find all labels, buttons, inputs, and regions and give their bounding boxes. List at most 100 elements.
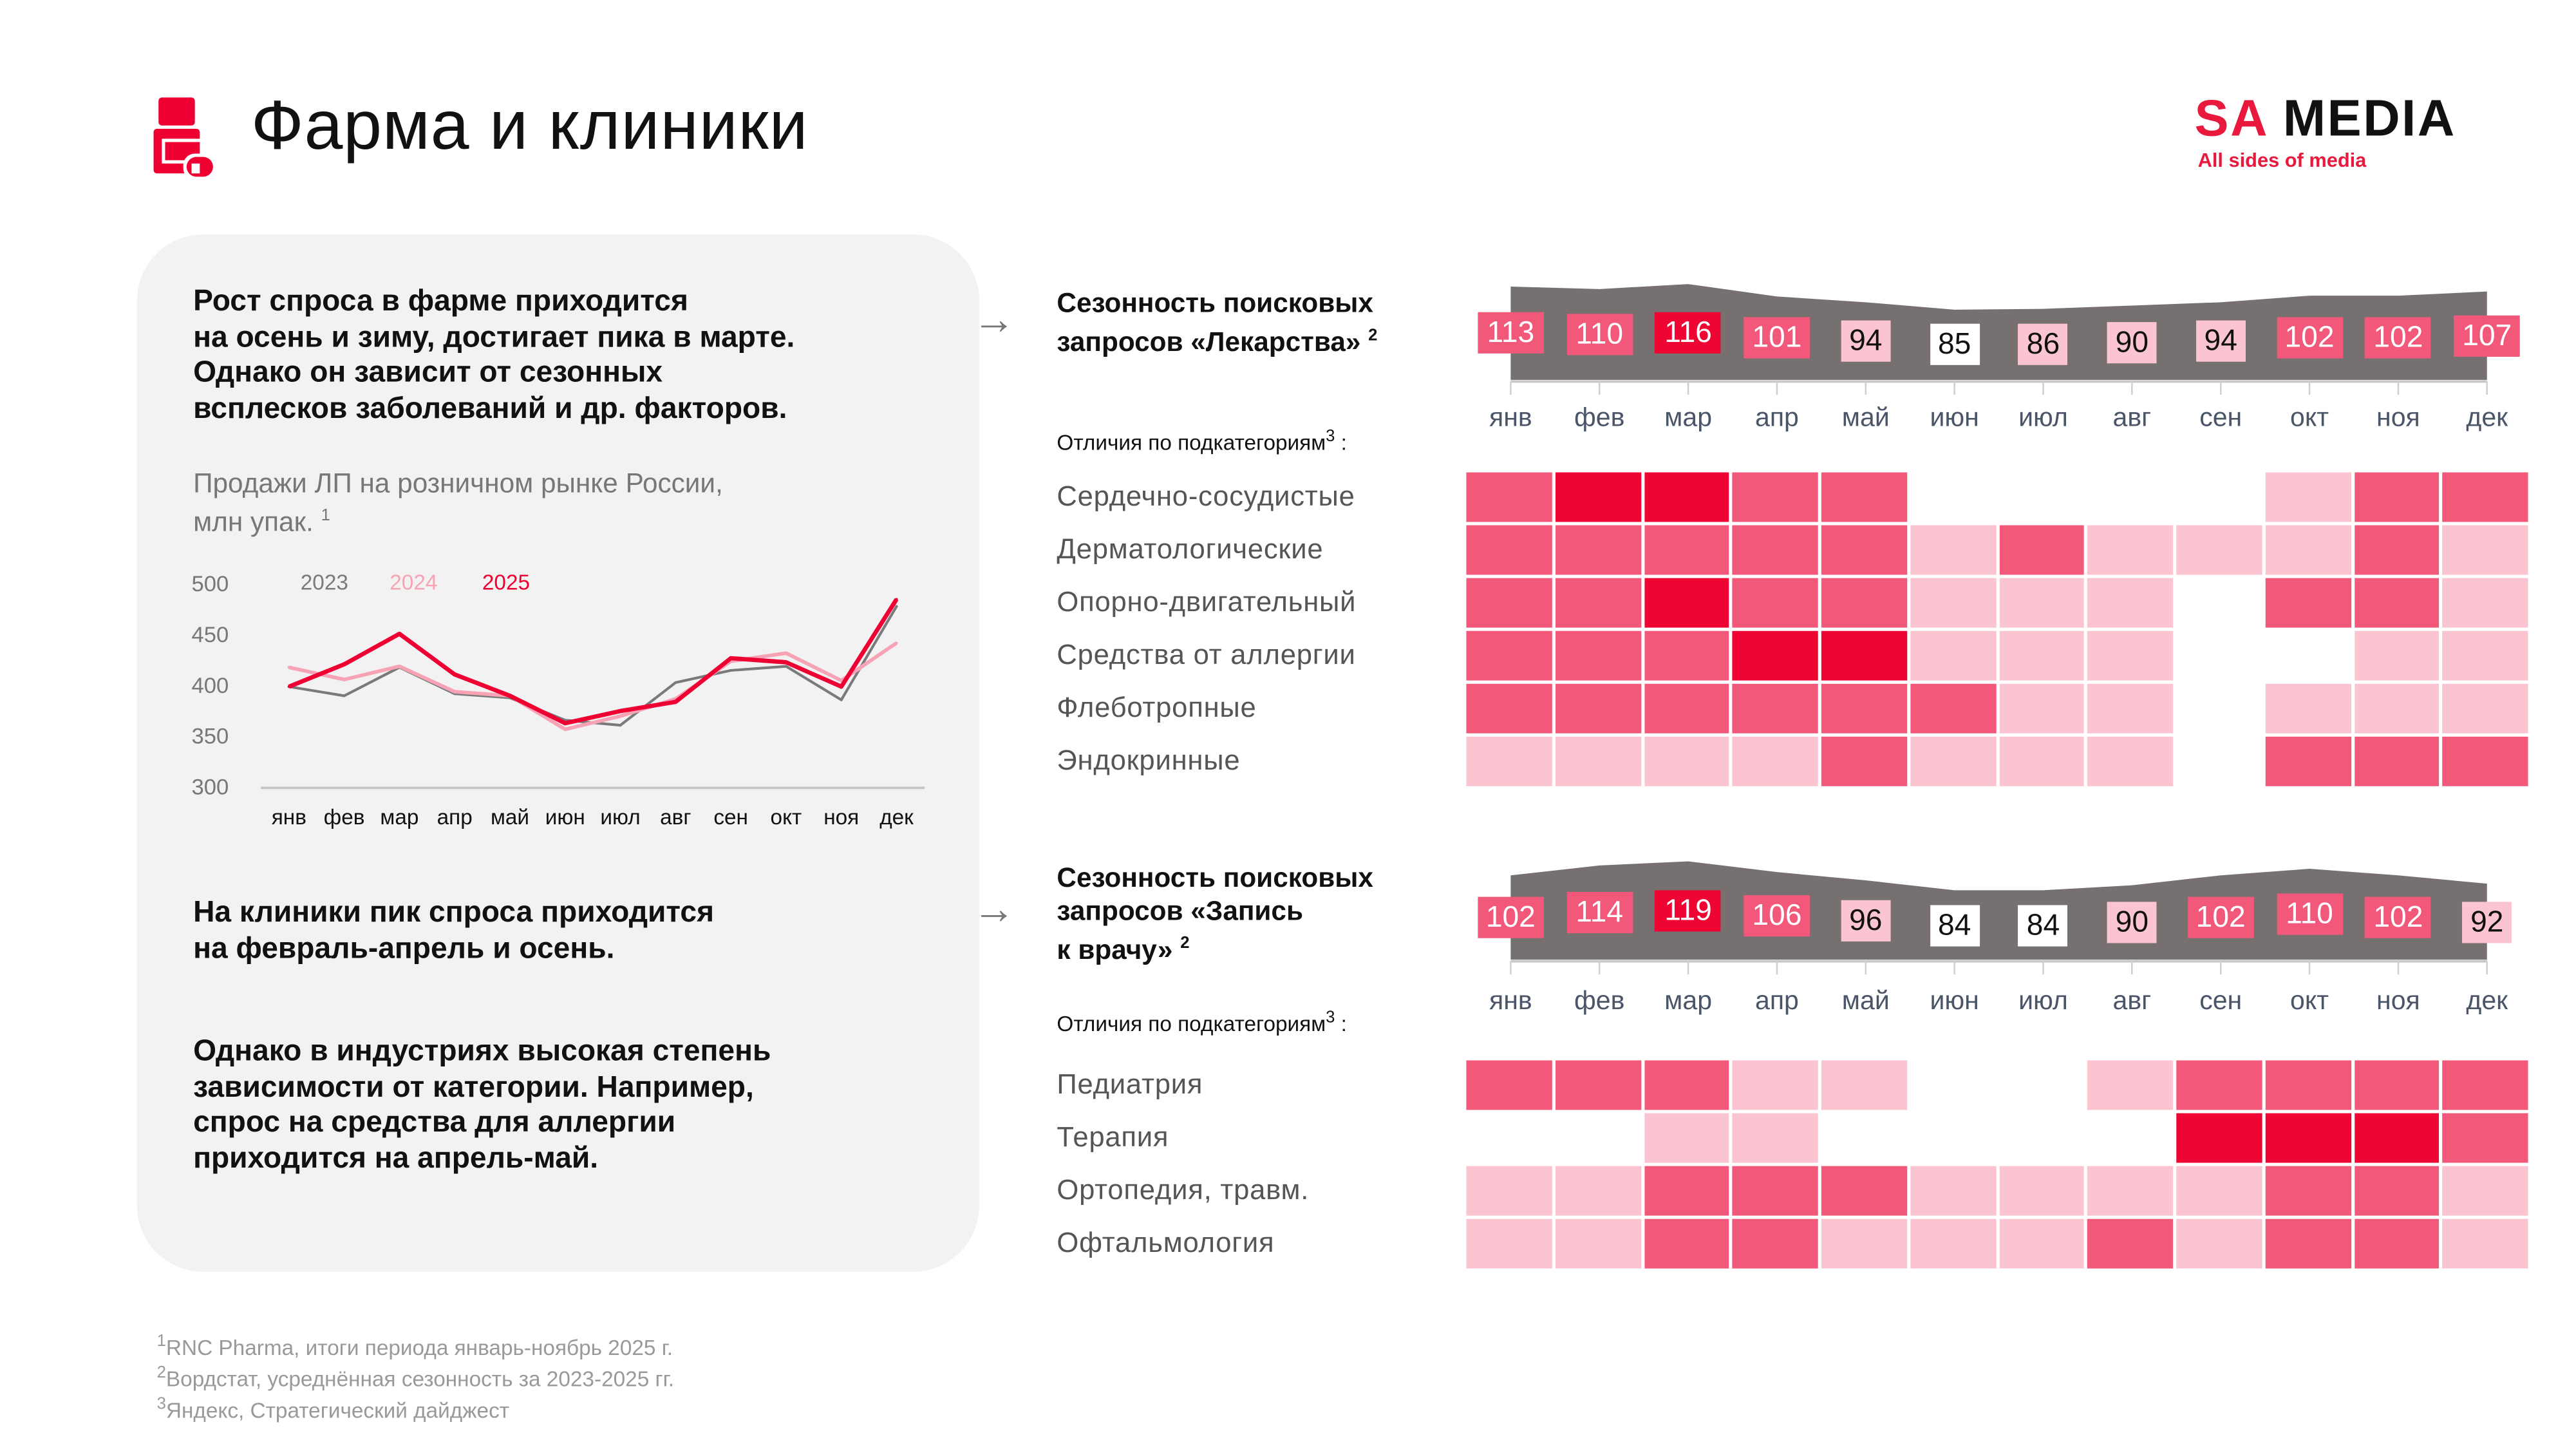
heatmap-cell xyxy=(1555,630,1641,681)
paragraph-line: на осень и зиму, достигает пика в марте. xyxy=(193,319,795,353)
month-label: апр xyxy=(1754,987,1799,1016)
legend-entry: 2024 xyxy=(390,571,437,595)
x-tick-label: ноя xyxy=(823,806,859,829)
heatmap-cell xyxy=(2176,525,2262,575)
seasonality-value: 84 xyxy=(1930,904,1980,946)
paragraph-line: на февраль-апрель и осень. xyxy=(193,931,615,964)
data-point-2025 xyxy=(619,710,622,713)
month-label: окт xyxy=(2290,987,2329,1016)
heatmap-cell xyxy=(1910,1218,1996,1269)
heatmap-cell xyxy=(1998,1113,2085,1163)
heatmap-cell xyxy=(1733,525,1818,575)
series-line-2024 xyxy=(288,641,898,732)
heatmap-cell xyxy=(2265,736,2351,786)
footnote-text: RNC Pharma, итоги периода январь-ноябрь … xyxy=(165,1335,673,1360)
x-tick-label: янв xyxy=(272,806,306,829)
data-point-2025 xyxy=(398,632,401,636)
title-text: запросов «Лекарства» xyxy=(1057,328,1361,358)
paragraph-line: спрос на средства для аллергии xyxy=(193,1104,676,1139)
data-point-2023 xyxy=(343,694,346,697)
page-title: Фарма и клиники xyxy=(250,86,809,164)
heatmap-cell xyxy=(1821,1060,1907,1110)
heatmap-cell xyxy=(1998,736,2085,786)
footnote: 3Яндекс, Стратегический дайджест xyxy=(157,1396,509,1423)
title-text: к врачу» xyxy=(1057,935,1173,966)
month-label: дек xyxy=(2466,404,2508,433)
month-label: сен xyxy=(2199,987,2242,1016)
heatmap-cell xyxy=(2087,1113,2174,1163)
heatmap-cell xyxy=(2087,472,2174,522)
heatmap-cell xyxy=(1555,1218,1641,1269)
footnote: 2Вордстат, усреднённая сезонность за 202… xyxy=(157,1364,674,1391)
heatmap-cell xyxy=(2265,1166,2351,1216)
heatmap-cell xyxy=(1733,1166,1818,1216)
x-tick-label: май xyxy=(491,806,529,829)
data-point-2025 xyxy=(729,657,733,660)
seasonality-value: 94 xyxy=(1841,320,1891,362)
heatmap-cell xyxy=(2176,736,2262,786)
heatmap-cell xyxy=(2353,1113,2440,1163)
heatmap-cell xyxy=(2265,472,2351,522)
logo-tagline: All sides of media xyxy=(2197,148,2367,172)
summary-panel xyxy=(136,234,979,1272)
paragraph-line: На клиники пик спроса приходится xyxy=(193,895,715,929)
heatmap-cell xyxy=(1466,525,1552,575)
heatmap-cell xyxy=(1998,1166,2085,1216)
footnote-text: Вордстат, усреднённая сезонность за 2023… xyxy=(165,1366,675,1392)
data-point-2025 xyxy=(563,721,567,725)
series-line-2025 xyxy=(288,598,899,726)
data-point-2025 xyxy=(287,685,290,688)
title-line: Сезонность поисковых xyxy=(1057,287,1377,320)
heatmap-cell xyxy=(1910,1166,1996,1216)
heatmap-cell xyxy=(2442,630,2528,681)
seasonality-title: Сезонность поисковых запросов «Запись к вр… xyxy=(1057,862,1373,967)
y-tick-label: 400 xyxy=(192,674,229,698)
heatmap-row-label: Эндокринные xyxy=(1057,744,1241,777)
heatmap-cell xyxy=(2442,1113,2528,1163)
summary-paragraph-3: Однако в индустриях высокая степень завис… xyxy=(193,1034,771,1177)
data-point-2024 xyxy=(840,679,843,682)
heatmap-cell xyxy=(1821,472,1907,522)
paragraph-line: зависимости от категории. Например, xyxy=(193,1069,754,1103)
heatmap-cell xyxy=(2353,736,2440,786)
y-tick-label: 350 xyxy=(192,724,229,749)
heatmap-cell xyxy=(1821,578,1907,628)
seasonality-value: 110 xyxy=(2276,893,2343,935)
title-text: запросов «Запись xyxy=(1057,896,1303,927)
heatmap-cell xyxy=(2087,683,2174,734)
heatmap-cell xyxy=(1644,683,1729,734)
seasonality-value: 90 xyxy=(2107,322,2157,364)
y-tick-label: 500 xyxy=(192,572,229,596)
heatmap-row-label: Опорно-двигательный xyxy=(1057,586,1357,618)
subcategory-label-text: Отличия по подкатегориям xyxy=(1057,1011,1326,1036)
x-tick-label: мар xyxy=(380,806,418,829)
data-point-2025 xyxy=(453,673,456,676)
heatmap-cell xyxy=(1998,1218,2085,1269)
data-point-2024 xyxy=(343,678,346,681)
month-label: окт xyxy=(2290,404,2329,433)
heatmap-cell xyxy=(2442,525,2528,575)
paragraph-line: приходится на апрель-май. xyxy=(193,1140,599,1174)
heatmap-cell xyxy=(1644,736,1729,786)
heatmap-cell xyxy=(1998,683,2085,734)
month-label: июн xyxy=(1930,987,1979,1016)
heatmap-cell xyxy=(1733,1060,1818,1110)
seasonality-value: 102 xyxy=(2187,896,2254,938)
heatmap-cell xyxy=(1910,683,1996,734)
x-tick-label: авг xyxy=(660,806,691,829)
data-point-2024 xyxy=(784,652,787,655)
heatmap-cell xyxy=(2265,525,2351,575)
heatmap-cell xyxy=(1466,683,1552,734)
footnote-mark: 3 xyxy=(156,1396,166,1414)
heatmap-cell xyxy=(1466,1218,1552,1269)
month-label: авг xyxy=(2112,404,2152,433)
heatmap-cell xyxy=(2265,630,2351,681)
heatmap-cell xyxy=(1821,525,1907,575)
heatmap-cell xyxy=(1555,683,1641,734)
legend-entry: 2025 xyxy=(482,571,530,595)
heatmap-cell xyxy=(2265,1113,2351,1163)
seasonality-value: 90 xyxy=(2107,902,2157,943)
paragraph-line: Однако в индустриях высокая степень xyxy=(193,1034,771,1067)
seasonality-value: 102 xyxy=(2365,896,2432,938)
logo: SA MEDIA xyxy=(2194,89,2456,148)
